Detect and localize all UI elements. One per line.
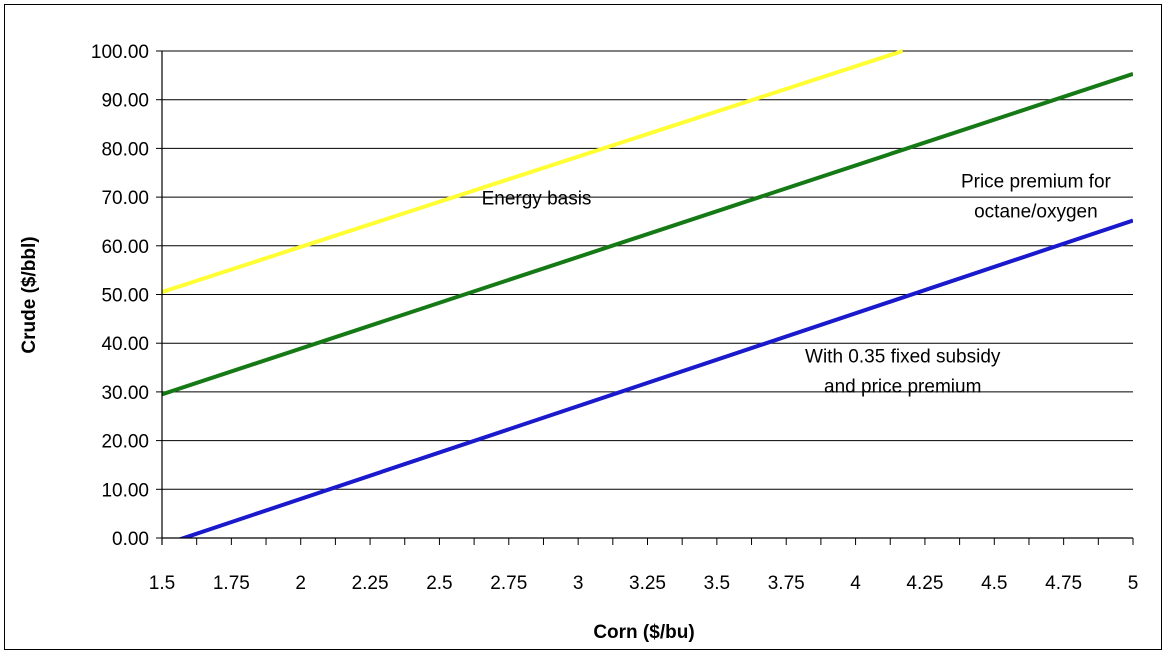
axes: 0.00 10.00 20.00 30.00 40.00 50.00 60.00 70.00 8… [91, 42, 1138, 594]
y-axis-title: Crude ($/bbl) [19, 236, 40, 353]
y-tick-label: 100.00 [91, 42, 149, 63]
y-tick-label: 0.00 [112, 529, 149, 550]
chart-frame [4, 4, 1162, 650]
y-tick-label: 60.00 [101, 237, 149, 258]
annotation-line: octane/oxygen [974, 201, 1098, 222]
annotation-line: Price premium for [961, 171, 1112, 192]
y-tick-label: 20.00 [101, 432, 149, 453]
series-lines [162, 49, 1133, 538]
annotation-2: Price premium for octane/oxygen [961, 171, 1112, 222]
x-tick-label: 1.5 [149, 573, 175, 594]
x-tick-label: 2.25 [352, 573, 389, 594]
x-tick-label: 4 [850, 573, 861, 594]
annotations: Energy basis Price premium for octane/oxyg… [482, 171, 1112, 397]
x-tick-label: 3 [573, 573, 584, 594]
x-tick-label: 3.5 [704, 573, 730, 594]
x-axis-title: Corn ($/bu) [593, 622, 694, 643]
y-tick-label: 10.00 [101, 480, 149, 501]
x-tick-label: 2 [295, 573, 306, 594]
y-tick-label: 90.00 [101, 91, 149, 112]
y-tick-label: 40.00 [101, 334, 149, 355]
x-tick-label: 2.5 [426, 573, 452, 594]
y-tick-label: 80.00 [101, 139, 149, 160]
x-tick-label: 4.75 [1045, 573, 1082, 594]
x-tick-label: 5 [1128, 573, 1139, 594]
y-tick-label: 70.00 [101, 188, 149, 209]
y-tick-label: 30.00 [101, 383, 149, 404]
series-line-2 [162, 71, 1133, 397]
annotation-line: and price premium [824, 377, 981, 398]
series-line-1 [162, 49, 904, 294]
x-tick-label: 1.75 [213, 573, 250, 594]
y-tick-label: 50.00 [101, 286, 149, 307]
x-tick-label: 4.5 [981, 573, 1007, 594]
x-tick-label: 2.75 [490, 573, 527, 594]
series-line-3 [177, 218, 1133, 538]
annotation-line: With 0.35 fixed subsidy [805, 347, 1001, 368]
x-tick-label: 3.25 [629, 573, 666, 594]
annotation-1: Energy basis [482, 188, 592, 209]
x-tick-label: 4.25 [906, 573, 943, 594]
x-tick-label: 3.75 [768, 573, 805, 594]
annotation-line: Energy basis [482, 188, 592, 209]
annotation-3: With 0.35 fixed subsidy and price premium [805, 347, 1001, 398]
